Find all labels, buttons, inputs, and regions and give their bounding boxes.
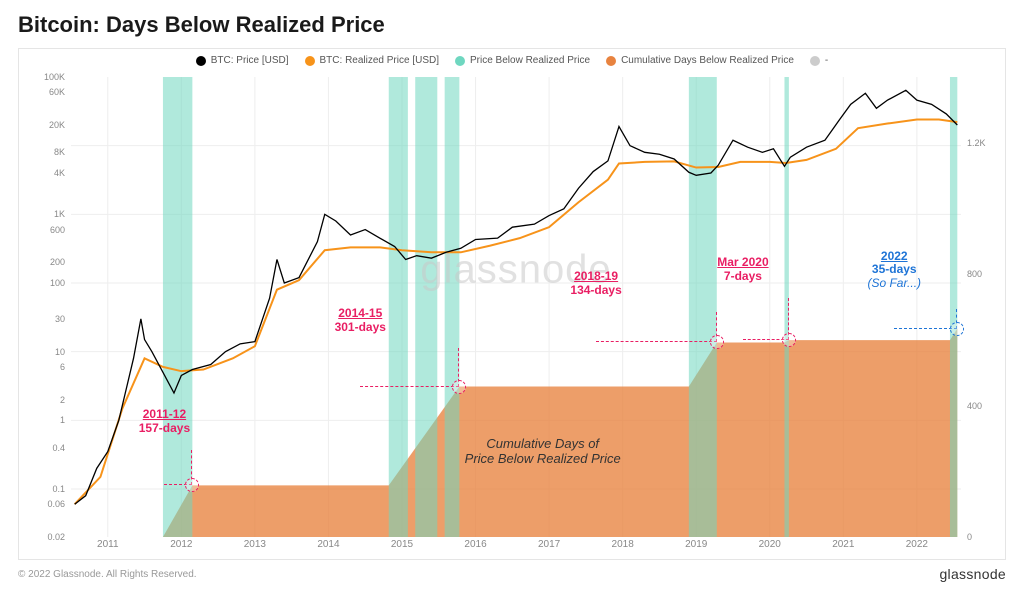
plot-svg — [71, 77, 961, 537]
legend-label: - — [825, 55, 828, 66]
xtick: 2014 — [317, 539, 339, 550]
xtick: 2016 — [464, 539, 486, 550]
legend-swatch — [455, 56, 465, 66]
legend-item: Cumulative Days Below Realized Price — [606, 55, 794, 66]
annotation-marker — [452, 380, 466, 394]
ytick-left: 0.02 — [47, 532, 65, 542]
annotation-arrow — [596, 312, 717, 343]
ytick-right: 1.2K — [967, 138, 986, 148]
xtick: 2018 — [612, 539, 634, 550]
ytick-left: 6 — [60, 362, 65, 372]
annotation-arrow — [894, 309, 957, 328]
annotation-marker — [782, 333, 796, 347]
ytick-left: 1 — [60, 415, 65, 425]
ytick-left: 600 — [50, 225, 65, 235]
ytick-left: 1K — [54, 209, 65, 219]
legend-swatch — [810, 56, 820, 66]
chart-title: Bitcoin: Days Below Realized Price — [18, 12, 1006, 38]
legend-item: Price Below Realized Price — [455, 55, 590, 66]
footer: © 2022 Glassnode. All Rights Reserved. g… — [18, 560, 1006, 582]
y-axis-right: 04008001.2K — [963, 77, 1005, 537]
ytick-left: 0.1 — [52, 484, 65, 494]
legend-item: BTC: Price [USD] — [196, 55, 289, 66]
ytick-left: 4K — [54, 168, 65, 178]
brand-label: glassnode — [939, 566, 1006, 582]
legend-swatch — [305, 56, 315, 66]
ytick-left: 0.06 — [47, 499, 65, 509]
ytick-right: 800 — [967, 269, 982, 279]
ytick-left: 10 — [55, 347, 65, 357]
ytick-right: 400 — [967, 401, 982, 411]
ytick-left: 100K — [44, 72, 65, 82]
xtick: 2017 — [538, 539, 560, 550]
legend-swatch — [196, 56, 206, 66]
xtick: 2022 — [906, 539, 928, 550]
legend-label: BTC: Realized Price [USD] — [320, 55, 439, 66]
copyright-text: © 2022 Glassnode. All Rights Reserved. — [18, 569, 197, 580]
ytick-left: 0.4 — [52, 443, 65, 453]
annotation-arrow — [743, 298, 789, 340]
legend: BTC: Price [USD] BTC: Realized Price [USD… — [19, 49, 1005, 72]
xtick: 2012 — [170, 539, 192, 550]
ytick-left: 8K — [54, 147, 65, 157]
annotation-marker — [185, 478, 199, 492]
ytick-left: 20K — [49, 120, 65, 130]
legend-label: Cumulative Days Below Realized Price — [621, 55, 794, 66]
legend-label: Price Below Realized Price — [470, 55, 590, 66]
ytick-left: 30 — [55, 314, 65, 324]
x-axis: 2011 2012 2013 2014 2015 2016 2017 2018 2019 2020… — [71, 539, 961, 557]
chart-box: BTC: Price [USD] BTC: Realized Price [USD… — [18, 48, 1006, 560]
ytick-right: 0 — [967, 532, 972, 542]
ytick-left: 200 — [50, 257, 65, 267]
ytick-left: 100 — [50, 278, 65, 288]
xtick: 2015 — [391, 539, 413, 550]
ytick-left: 2 — [60, 395, 65, 405]
legend-item: BTC: Realized Price [USD] — [305, 55, 439, 66]
xtick: 2021 — [832, 539, 854, 550]
legend-swatch — [606, 56, 616, 66]
legend-item: - — [810, 55, 828, 66]
legend-label: BTC: Price [USD] — [211, 55, 289, 66]
ytick-left: 60K — [49, 87, 65, 97]
y-axis-left: 0.020.060.10.412610301002006001K4K8K20K6… — [19, 77, 69, 537]
annotation-marker — [950, 322, 964, 336]
xtick: 2019 — [685, 539, 707, 550]
xtick: 2013 — [244, 539, 266, 550]
plot-area: glassnode 2011-12157-days2014-15301-days… — [71, 77, 961, 537]
xtick: 2011 — [97, 539, 119, 550]
annotation-arrow — [360, 348, 459, 386]
chart-container: Bitcoin: Days Below Realized Price BTC: … — [0, 0, 1024, 590]
annotation-marker — [710, 335, 724, 349]
xtick: 2020 — [759, 539, 781, 550]
